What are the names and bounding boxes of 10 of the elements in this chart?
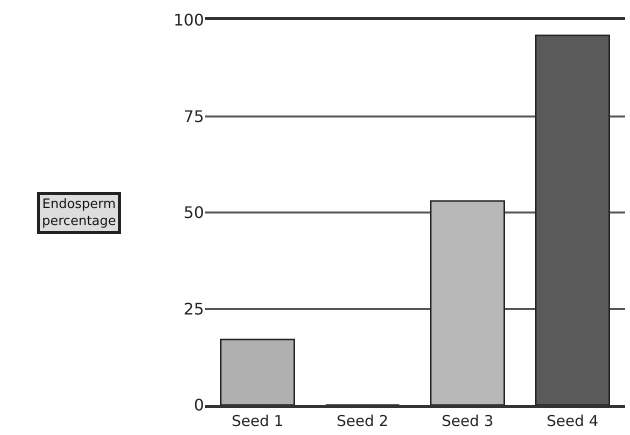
y-tick-label: 50 bbox=[184, 203, 204, 222]
x-tick-label: Seed 1 bbox=[232, 412, 284, 430]
y-tick-label: 75 bbox=[184, 106, 204, 126]
x-tick-label: Seed 4 bbox=[546, 412, 598, 430]
x-tick-label: Seed 3 bbox=[442, 412, 494, 430]
y-tick-label: 100 bbox=[173, 10, 204, 30]
y-axis-title: Endosperm percentage bbox=[42, 197, 116, 229]
x-tick-label: Seed 2 bbox=[336, 412, 388, 430]
y-tick-label: 25 bbox=[184, 299, 204, 318]
y-tick-label: 0 bbox=[194, 396, 204, 415]
